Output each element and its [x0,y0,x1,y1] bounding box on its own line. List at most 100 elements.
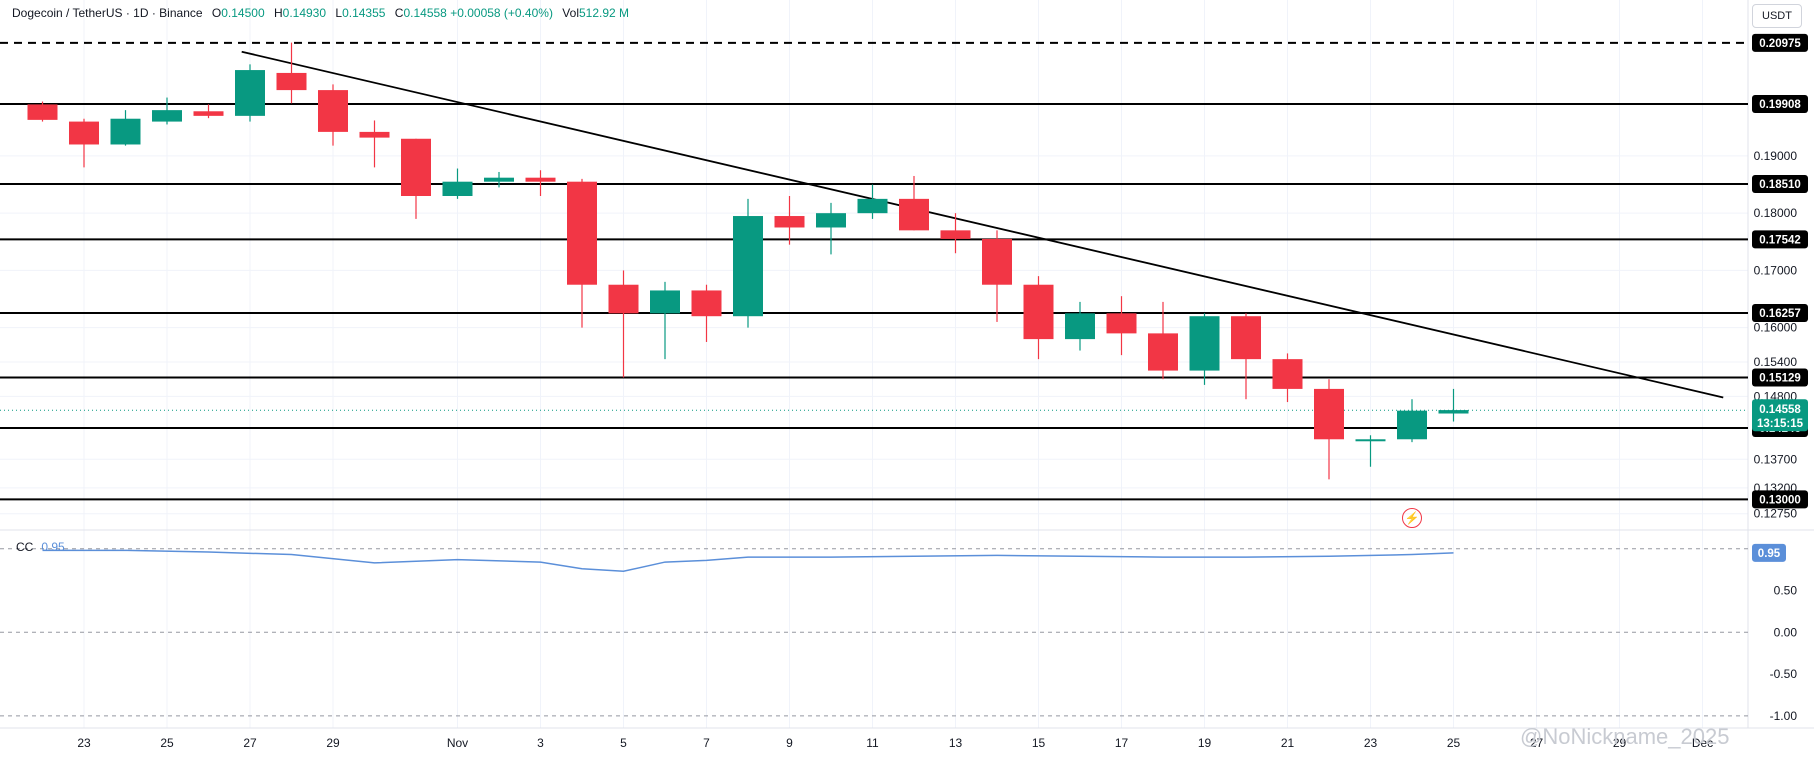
currency-button[interactable]: USDT [1752,4,1802,28]
current-price-tag [1752,399,1808,432]
candle-body [1397,410,1427,440]
date-tick-label: 23 [77,736,91,750]
level-price-tag-label: 0.13000 [1759,494,1801,506]
candle-body [567,181,597,285]
date-tick-label: Dec [1692,736,1713,750]
cc-indicator-value: 0.95 [41,540,65,554]
candle-body [982,238,1012,285]
candle-body [1438,410,1469,414]
low-label: L [335,6,343,20]
level-price-tag-label: 0.19908 [1759,99,1801,111]
candle-body [442,181,473,196]
candle-body [691,290,722,317]
cc-tick-label: 0.50 [1774,583,1798,597]
change-value: +0.00058 (+0.40%) [450,6,553,20]
candle-body [193,111,224,116]
lightning-alert-icon[interactable]: ⚡ [1402,508,1422,528]
candle-body [733,216,763,317]
level-price-tag-label: 0.17542 [1759,234,1801,246]
candle-body [857,198,888,214]
date-tick-label: 13 [949,736,963,750]
level-price-tag [1752,33,1808,52]
open-label: O [211,6,222,20]
candle-body [899,198,929,231]
symbol-legend[interactable]: Dogecoin / TetherUS · 1D · Binance O0.14… [12,6,629,20]
candle-body [816,213,846,228]
date-tick-label: 21 [1281,736,1295,750]
level-price-tag-label: 0.15129 [1759,373,1801,385]
price-tick-label: 0.12750 [1754,507,1798,521]
volume-value: 512.92 M [578,6,630,20]
countdown-label: 13:15:15 [1757,418,1804,430]
symbol-title[interactable]: Dogecoin / TetherUS · 1D · Binance [12,6,203,20]
candle-body [1106,313,1137,334]
price-tick-label: 0.13700 [1754,452,1798,466]
date-tick-label: 25 [1447,736,1461,750]
date-tick-label: Nov [447,736,468,750]
cc-indicator-name: CC [16,540,34,554]
date-tick-label: 3 [537,736,544,750]
candle-body [27,104,58,120]
level-price-tag-label: 0.18510 [1759,179,1801,191]
cc-value-tag-label: 0.95 [1758,548,1781,560]
cc-line [42,549,1454,573]
candle-body [1189,316,1220,371]
price-tick-label: 0.17000 [1754,263,1798,277]
candle-body [1314,388,1344,440]
price-tick-label: 0.16000 [1754,321,1798,335]
volume-label: Vol [562,6,579,20]
trendline [241,50,1724,399]
price-axis[interactable]: 0.127500.132000.137000.148000.154000.160… [1754,149,1798,723]
level-price-tag [1752,174,1808,193]
candle-body [1065,313,1095,340]
high-value: 0.14930 [282,6,327,20]
candle-body [276,72,307,91]
candle-body [401,138,431,196]
candle-body [1231,316,1261,360]
high-label: H [273,6,283,20]
price-tags: 0.20975 0.19908 0.18510 0.17542 0.16257 0.151… [1752,33,1808,562]
price-tick-label: 0.15400 [1754,355,1798,369]
date-tick-label: 27 [1530,736,1544,750]
time-axis[interactable]: 23 25 27 29 Nov 3 5 7 9 11 13 15 17 19 21 23 25 27 29 Dec [77,736,1713,750]
open-value: 0.14500 [221,6,265,20]
date-tick-label: 29 [1613,736,1627,750]
date-tick-label: 7 [703,736,710,750]
candle-body [69,121,99,145]
grid-lines [0,0,1814,729]
cc-indicator-pane [0,548,1748,717]
candle-body [650,290,680,314]
candle-body [1148,333,1178,371]
price-tick-label: 0.19000 [1754,149,1798,163]
cc-tick-label: -1.00 [1770,709,1798,723]
candlestick-series [27,42,1469,480]
level-price-tag [1752,94,1808,113]
close-label: C [394,6,404,20]
date-tick-label: 25 [160,736,174,750]
low-value: 0.14355 [342,6,386,20]
downtrend-line [241,50,1724,399]
candle-body [774,216,805,228]
level-price-tag [1752,230,1808,249]
cc-indicator-legend[interactable]: CC 0.95 [16,540,65,554]
date-tick-label: 15 [1032,736,1046,750]
date-tick-label: 9 [786,736,793,750]
support-resistance-levels [0,41,1748,501]
candle-body [484,177,514,182]
candle-body [940,230,971,239]
date-tick-label: 19 [1198,736,1212,750]
candle-body [318,90,348,132]
level-price-tag [1752,368,1808,387]
level-price-tag [1752,303,1808,322]
candle-body [235,70,265,116]
cc-tick-label: 0.00 [1774,625,1798,639]
candle-body [1355,439,1386,442]
date-tick-label: 23 [1364,736,1378,750]
candle-body [525,177,556,182]
level-price-tag [1752,490,1808,509]
level-price-tag-label: 0.20975 [1759,38,1801,50]
date-tick-label: 27 [243,736,257,750]
cc-tick-label: -0.50 [1770,667,1798,681]
candle-body [608,284,639,314]
